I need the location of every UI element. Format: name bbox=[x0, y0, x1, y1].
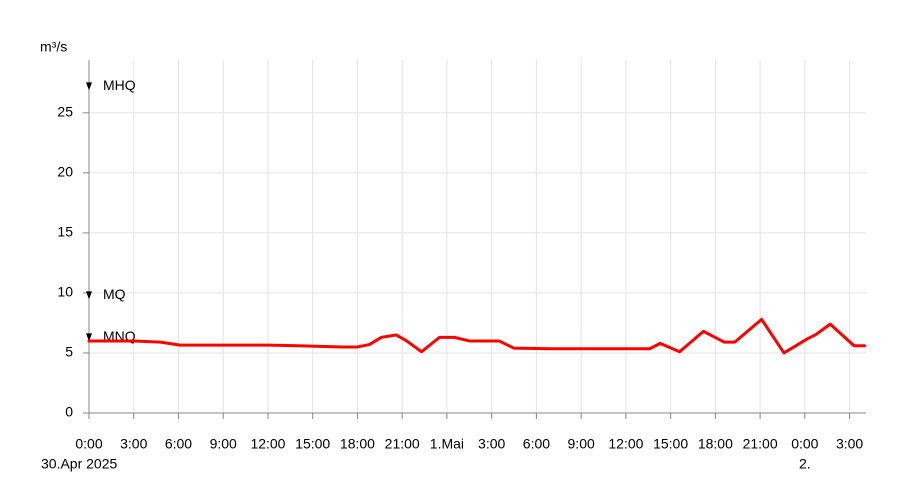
x-tick-label: 9:00 bbox=[210, 436, 237, 452]
marker-triangle bbox=[86, 291, 92, 300]
x-tick-label: 6:00 bbox=[165, 436, 192, 452]
marker-label: MHQ bbox=[103, 77, 136, 93]
date-label: 2. bbox=[799, 456, 811, 472]
marker-triangle bbox=[86, 82, 92, 91]
x-tick-label: 21:00 bbox=[743, 436, 778, 452]
x-tick-label: 1.Mai bbox=[430, 436, 464, 452]
x-tick-label: 6:00 bbox=[523, 436, 550, 452]
y-tick-label: 25 bbox=[57, 104, 73, 120]
x-tick-label: 0:00 bbox=[791, 436, 818, 452]
marker-label: MQ bbox=[103, 286, 126, 302]
data-line bbox=[87, 317, 867, 355]
y-tick-label: 20 bbox=[57, 164, 73, 180]
x-tick-label: 15:00 bbox=[653, 436, 688, 452]
date-label: 30.Apr 2025 bbox=[41, 456, 117, 472]
y-axis-label: m³/s bbox=[40, 39, 67, 55]
marker-triangle bbox=[86, 333, 92, 342]
x-tick-label: 3:00 bbox=[836, 436, 863, 452]
x-tick-label: 18:00 bbox=[698, 436, 733, 452]
y-tick-label: 15 bbox=[57, 224, 73, 240]
y-tick-label: 10 bbox=[57, 284, 73, 300]
x-tick-label: 12:00 bbox=[608, 436, 643, 452]
x-tick-label: 3:00 bbox=[120, 436, 147, 452]
y-tick-label: 5 bbox=[65, 344, 73, 360]
x-tick-label: 9:00 bbox=[568, 436, 595, 452]
x-tick-label: 15:00 bbox=[295, 436, 330, 452]
y-tick-label: 0 bbox=[65, 404, 73, 420]
x-tick-label: 18:00 bbox=[340, 436, 375, 452]
x-tick-label: 3:00 bbox=[478, 436, 505, 452]
x-tick-label: 12:00 bbox=[250, 436, 285, 452]
x-tick-label: 21:00 bbox=[385, 436, 420, 452]
x-tick-label: 0:00 bbox=[75, 436, 102, 452]
